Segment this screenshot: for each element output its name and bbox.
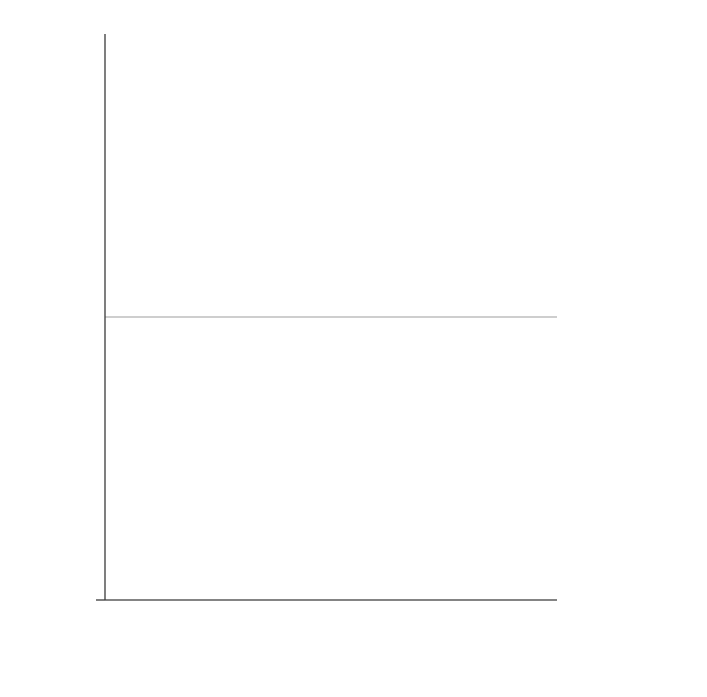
chart-background	[0, 0, 707, 697]
line-chart	[0, 0, 707, 697]
